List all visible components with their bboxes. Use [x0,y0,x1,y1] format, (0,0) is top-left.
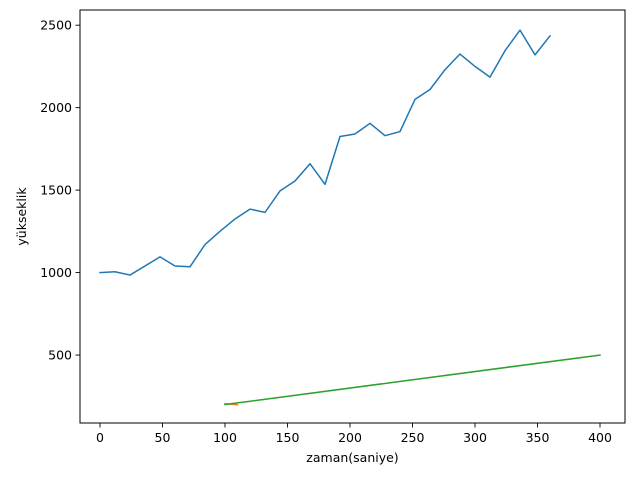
x-tick-label: 350 [526,430,550,445]
y-tick-label: 1000 [40,265,72,280]
y-tick-label: 500 [48,348,72,363]
y-tick-label: 1500 [40,183,72,198]
x-axis: 0 50 100 150 200 250 300 350 400 [96,423,612,445]
y-tick-label: 2000 [40,100,72,115]
x-tick-label: 300 [463,430,487,445]
y-tick-label: 2500 [40,18,72,33]
series-layer [99,29,601,406]
y-axis-label: yükseklik [14,187,29,246]
series-line-3 [224,354,601,406]
y-axis: 500 1000 1500 2000 2500 [40,18,80,363]
series-line-1 [99,29,552,276]
x-tick-label: 0 [96,430,104,445]
x-tick-label: 150 [276,430,300,445]
x-tick-label: 100 [213,430,237,445]
x-tick-label: 250 [401,430,425,445]
plot-area-frame [79,9,626,424]
x-tick-label: 200 [338,430,362,445]
x-axis-label: zaman(saniye) [306,450,398,465]
x-tick-label: 400 [588,430,612,445]
x-tick-label: 50 [155,430,171,445]
